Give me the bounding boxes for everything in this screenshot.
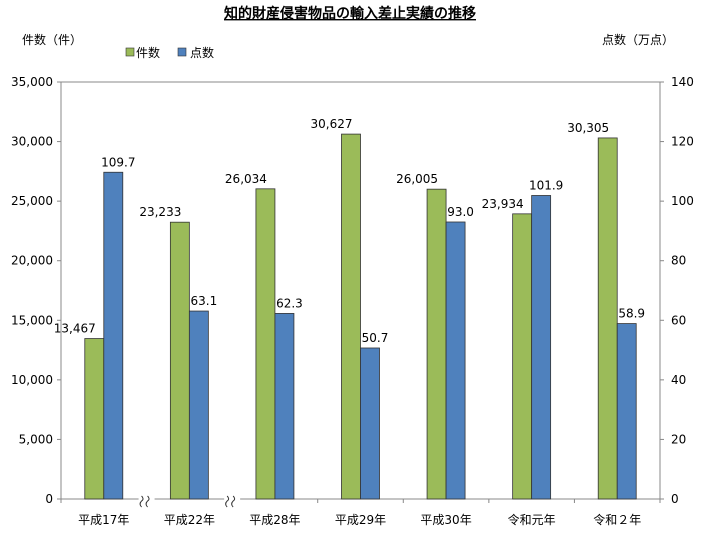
data-label-tensu: 109.7 xyxy=(101,155,135,169)
y-right-tick-label: 40 xyxy=(671,373,686,387)
x-tick-label: 平成22年 xyxy=(164,513,215,527)
axis-break-mark xyxy=(231,495,236,508)
y-right-tick-label: 100 xyxy=(671,194,694,208)
y-right-axis-label: 点数（万点） xyxy=(602,32,674,47)
y-left-tick-label: 0 xyxy=(45,492,53,506)
y-right-tick-label: 60 xyxy=(671,313,686,327)
y-right-tick-label: 0 xyxy=(671,492,679,506)
bar-tensu xyxy=(531,195,552,500)
data-label-kensu: 30,305 xyxy=(567,121,609,135)
legend-swatch-tensu xyxy=(177,47,187,57)
chart-title: 知的財産侵害物品の輸入差止実績の推移 xyxy=(224,5,476,22)
data-label-tensu: 62.3 xyxy=(276,296,303,310)
bar-kensu xyxy=(597,137,618,500)
bar-kensu xyxy=(169,221,190,500)
axis-break-mark xyxy=(145,495,150,508)
data-label-tensu: 63.1 xyxy=(190,294,217,308)
data-label-kensu: 23,233 xyxy=(139,205,181,219)
bar-kensu xyxy=(512,213,533,500)
y-left-tick-label: 10,000 xyxy=(11,373,53,387)
y-right-tick-label: 80 xyxy=(671,254,686,268)
bar-tensu xyxy=(188,310,209,500)
legend-swatch-kensu xyxy=(125,47,135,57)
data-label-tensu: 58.9 xyxy=(618,307,645,321)
bar-kensu xyxy=(341,133,361,500)
x-tick-label: 平成29年 xyxy=(335,513,386,527)
bar-tensu xyxy=(274,313,295,500)
x-tick-label: 平成28年 xyxy=(249,513,300,527)
data-label-kensu: 13,467 xyxy=(54,322,96,336)
data-label-kensu: 26,034 xyxy=(225,172,267,186)
axis-break-mark xyxy=(139,495,144,508)
data-label-kensu: 26,005 xyxy=(396,172,438,186)
x-tick-label: 令和元年 xyxy=(508,512,556,527)
bar-tensu xyxy=(445,221,466,500)
legend-label-kensu: 件数 xyxy=(136,45,160,60)
x-tick-label: 平成17年 xyxy=(78,513,129,527)
y-right-tick-label: 120 xyxy=(671,135,694,149)
bar-kensu xyxy=(426,188,447,500)
x-tick-label: 平成30年 xyxy=(420,513,471,527)
y-right-tick-label: 140 xyxy=(671,75,694,89)
y-left-tick-label: 25,000 xyxy=(11,194,53,208)
y-right-tick-label: 20 xyxy=(671,432,686,446)
x-tick-label: 令和２年 xyxy=(593,512,641,527)
bar-kensu xyxy=(255,188,276,500)
data-label-tensu: 93.0 xyxy=(447,205,474,219)
data-label-kensu: 23,934 xyxy=(482,197,524,211)
legend: 件数 点数 xyxy=(125,45,214,60)
y-left-tick-label: 20,000 xyxy=(11,254,53,268)
data-label-kensu: 30,627 xyxy=(311,117,353,131)
bar-tensu xyxy=(360,347,380,500)
y-left-tick-label: 15,000 xyxy=(11,313,53,327)
data-label-tensu: 50.7 xyxy=(362,331,389,345)
axis-break-mask xyxy=(138,497,155,505)
data-label-tensu: 101.9 xyxy=(529,178,563,192)
axis-break-mask xyxy=(224,497,241,505)
y-left-axis-label: 件数（件） xyxy=(22,32,82,47)
y-left-tick-label: 5,000 xyxy=(19,432,53,446)
axis-break-mark xyxy=(225,495,230,508)
bar-kensu xyxy=(84,338,105,500)
bar-tensu xyxy=(616,323,637,500)
bar-tensu xyxy=(103,171,124,500)
y-left-tick-label: 35,000 xyxy=(11,75,53,89)
legend-label-tensu: 点数 xyxy=(190,45,214,60)
y-left-tick-label: 30,000 xyxy=(11,135,53,149)
